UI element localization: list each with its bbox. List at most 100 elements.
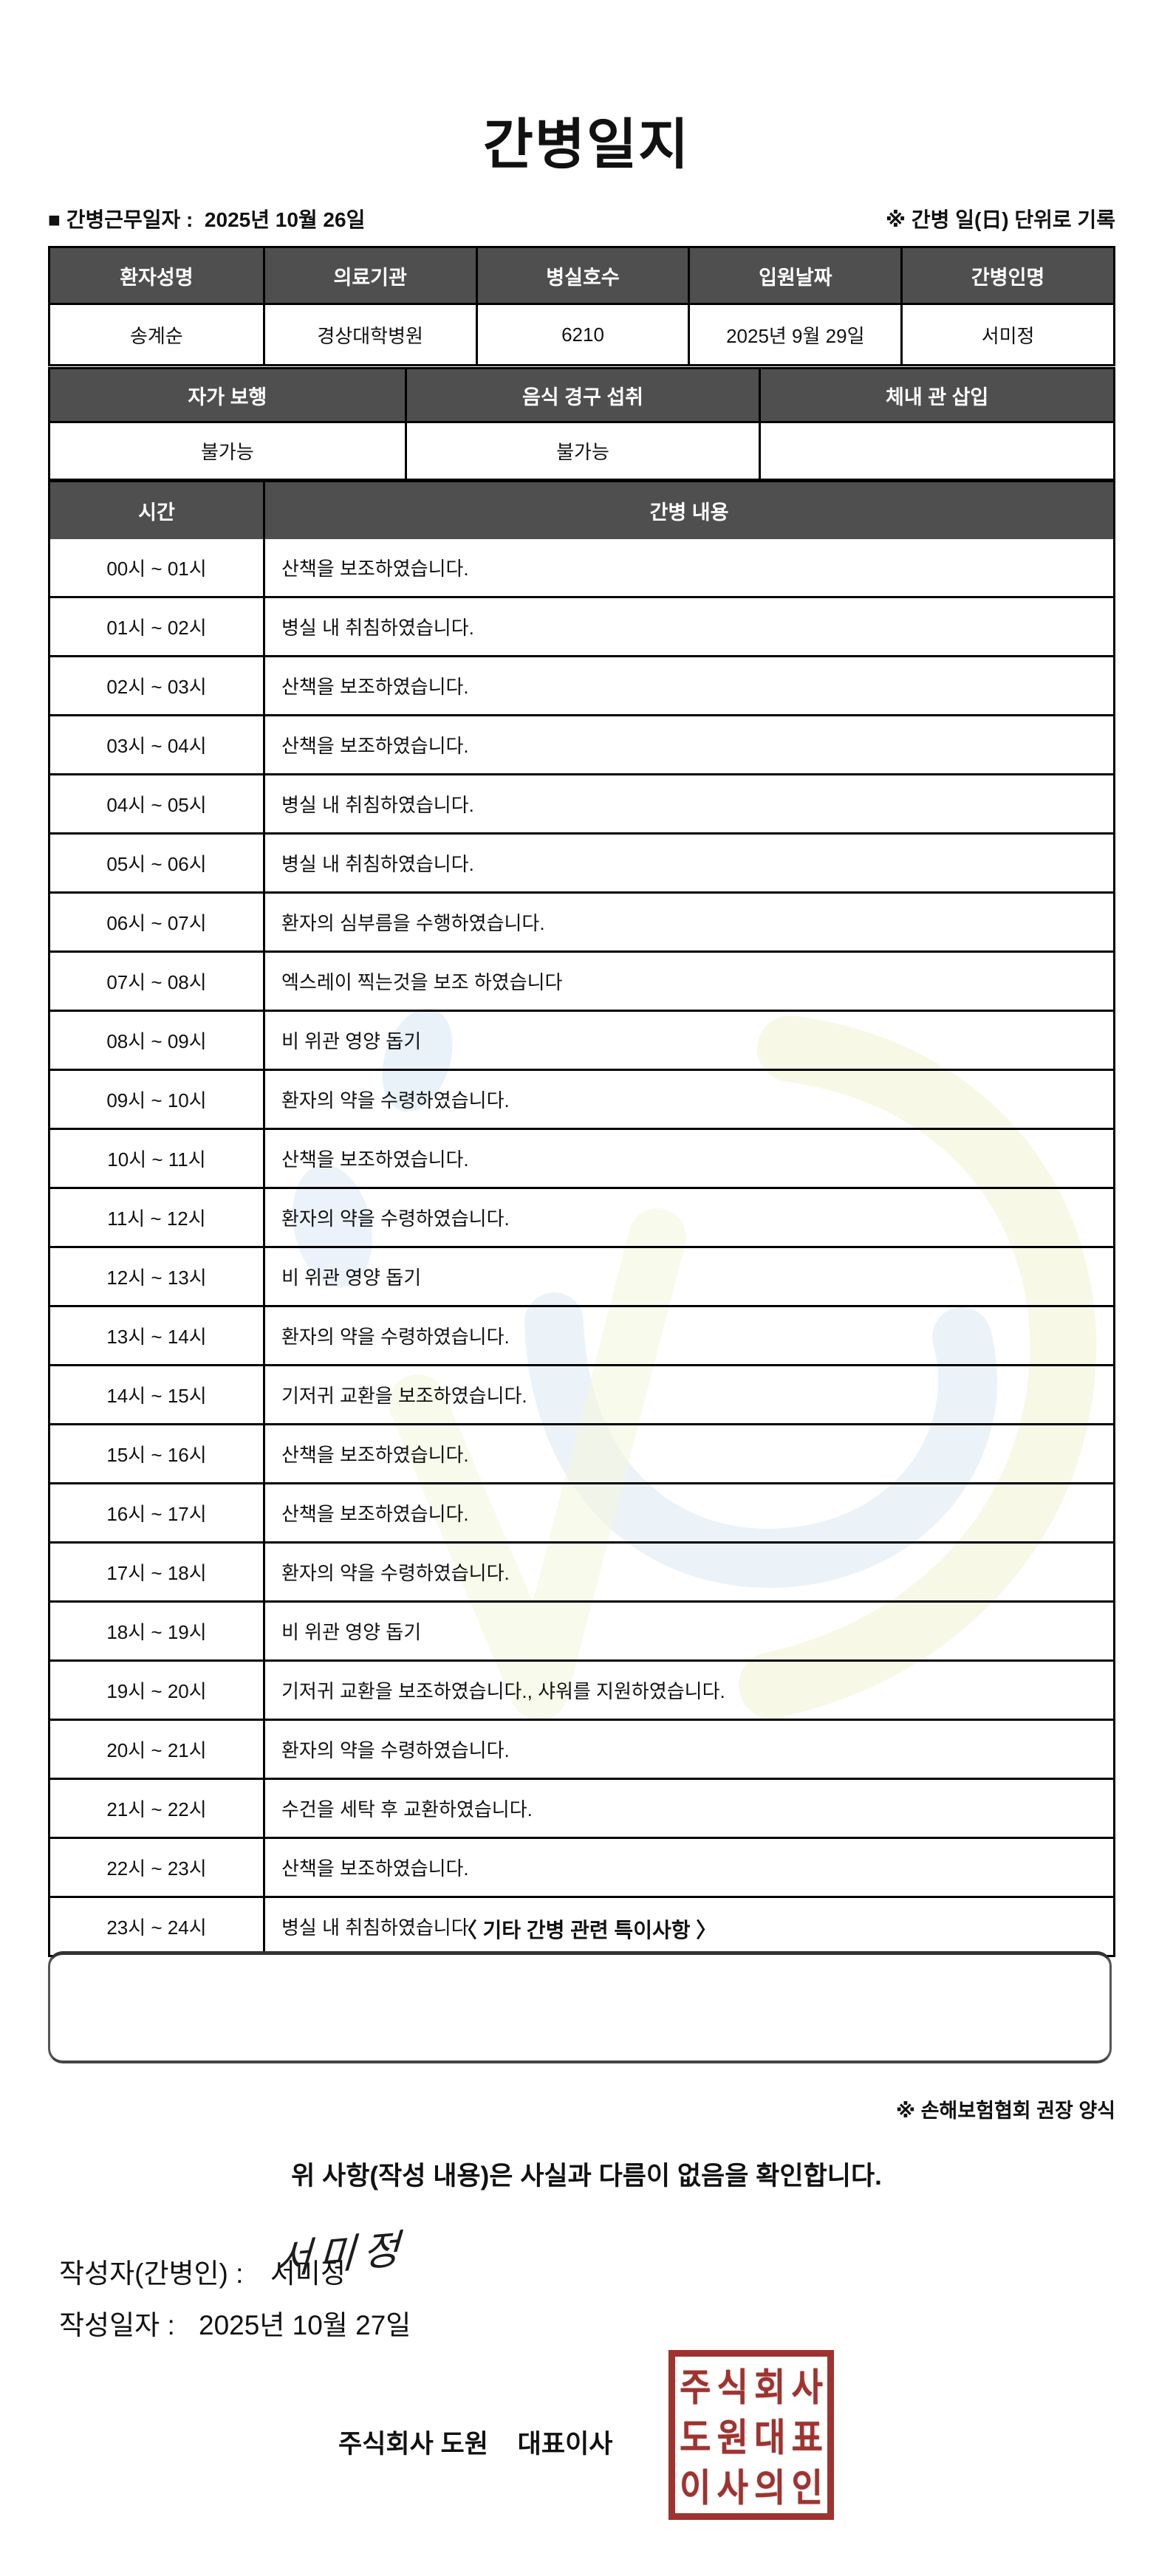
- care-log-row: 10시 ~ 11시 산책을 보조하였습니다.: [50, 1128, 1113, 1187]
- condition-header-cell: 음식 경구 섭취: [404, 369, 759, 421]
- care-log-row: 17시 ~ 18시 환자의 약을 수령하였습니다.: [50, 1541, 1113, 1600]
- writer-label: 작성자(간병인) :: [59, 2258, 244, 2289]
- care-log-row: 23시 ~ 24시 병실 내 취침하였습니다.: [50, 1896, 1113, 1955]
- care-row-content: 비 위관 영양 돕기: [263, 1248, 1113, 1305]
- care-work-date-label: ■ 간병근무일자 :: [48, 208, 194, 231]
- stamp-character: 회: [754, 2366, 786, 2409]
- care-row-content: 환자의 약을 수령하였습니다.: [263, 1071, 1113, 1128]
- written-date-line: 작성일자 : 2025년 10월 27일: [59, 2303, 411, 2343]
- care-row-content: 산책을 보조하였습니다.: [263, 716, 1113, 773]
- care-row-time: 21시 ~ 22시: [106, 1798, 207, 1820]
- care-row-content: 병실 내 취침하였습니다.: [263, 775, 1113, 832]
- care-log-row: 21시 ~ 22시 수건을 세탁 후 교환하였습니다.: [50, 1778, 1113, 1837]
- care-row-time: 13시 ~ 14시: [106, 1326, 207, 1348]
- care-log-row: 14시 ~ 15시 기저귀 교환을 보조하였습니다.: [50, 1364, 1113, 1423]
- care-log-row: 00시 ~ 01시 산책을 보조하였습니다.: [50, 539, 1113, 596]
- care-log-row: 16시 ~ 17시 산책을 보조하였습니다.: [50, 1482, 1113, 1541]
- form-note: ※ 손해보험협회 권장 양식: [895, 2100, 1115, 2122]
- care-row-content: 병실 내 취침하였습니다.: [263, 598, 1113, 655]
- care-row-time: 07시 ~ 08시: [106, 971, 207, 993]
- care-work-date-value: 2025년 10월 26일: [204, 208, 366, 231]
- care-row-content: 산책을 보조하였습니다.: [263, 1130, 1113, 1187]
- care-row-content: 엑스레이 찍는것을 보조 하였습니다: [263, 953, 1113, 1010]
- care-log-row: 03시 ~ 04시 산책을 보조하였습니다.: [50, 714, 1113, 773]
- care-row-time: 10시 ~ 11시: [107, 1148, 206, 1171]
- care-row-content: 산책을 보조하였습니다.: [263, 1484, 1113, 1541]
- care-row-content: 환자의 약을 수령하였습니다.: [263, 1189, 1113, 1246]
- care-row-time: 04시 ~ 05시: [106, 794, 207, 816]
- stamp-character: 대: [754, 2416, 786, 2459]
- care-row-time: 14시 ~ 15시: [106, 1385, 207, 1407]
- care-log-row: 01시 ~ 02시 병실 내 취침하였습니다.: [50, 596, 1113, 655]
- time-column-header: 시간: [50, 482, 263, 539]
- patient-value-cell: 경상대학병원: [262, 305, 476, 364]
- condition-value-cell: [759, 423, 1113, 479]
- care-row-time: 01시 ~ 02시: [106, 617, 207, 639]
- care-row-content: 비 위관 영양 돕기: [263, 1012, 1113, 1069]
- header-info-line: ■ 간병근무일자 : 2025년 10월 26일 ※ 간병 일(日) 단위로 기…: [48, 204, 1115, 233]
- care-work-date: ■ 간병근무일자 : 2025년 10월 26일: [48, 204, 365, 233]
- company-name: 주식회사 도원: [338, 2430, 488, 2459]
- unit-note: ※ 간병 일(日) 단위로 기록: [885, 208, 1115, 231]
- condition-header-row: 자가 보행 음식 경구 섭취 체내 관 삽입: [50, 369, 1113, 421]
- care-row-time: 16시 ~ 17시: [106, 1503, 207, 1525]
- stamp-character: 이: [680, 2466, 711, 2510]
- patient-header-cell: 간병인명: [900, 248, 1113, 303]
- care-log-row: 22시 ~ 23시 산책을 보조하였습니다.: [50, 1837, 1113, 1896]
- care-log-row: 19시 ~ 20시 기저귀 교환을 보조하였습니다., 샤워를 지원하였습니다.: [50, 1659, 1113, 1719]
- care-log-row: 18시 ~ 19시 비 위관 영양 돕기: [50, 1600, 1113, 1659]
- patient-value-cell: 2025년 9월 29일: [688, 305, 900, 364]
- care-log-row: 13시 ~ 14시 환자의 약을 수령하였습니다.: [50, 1305, 1113, 1364]
- condition-table: 자가 보행 음식 경구 섭취 체내 관 삽입 불가능 불가능: [48, 367, 1115, 481]
- stamp-character: 주: [680, 2366, 711, 2409]
- care-row-content: 기저귀 교환을 보조하였습니다., 샤워를 지원하였습니다.: [263, 1662, 1113, 1719]
- care-row-time: 22시 ~ 23시: [106, 1857, 207, 1880]
- care-row-time: 20시 ~ 21시: [106, 1739, 207, 1761]
- stamp-character: 도: [680, 2416, 711, 2459]
- stamp-character: 식: [717, 2366, 748, 2409]
- care-row-time: 03시 ~ 04시: [106, 735, 207, 757]
- patient-value-cell: 송계순: [130, 324, 183, 347]
- care-row-time: 12시 ~ 13시: [106, 1267, 207, 1289]
- patient-value-cell: 6210: [475, 305, 688, 364]
- care-row-time: 11시 ~ 12시: [107, 1208, 206, 1230]
- care-log-row: 09시 ~ 10시 환자의 약을 수령하였습니다.: [50, 1069, 1113, 1128]
- care-row-time: 06시 ~ 07시: [106, 912, 207, 934]
- patient-header-cell: 의료기관: [262, 248, 476, 303]
- care-row-time: 15시 ~ 16시: [106, 1444, 207, 1466]
- care-row-time: 09시 ~ 10시: [106, 1089, 207, 1111]
- content-column-header: 간병 내용: [263, 482, 1113, 539]
- stamp-character: 사: [717, 2466, 748, 2510]
- patient-info-table: 환자성명 의료기관 병실호수 입원날짜 간병인명 송계순 경상대학병원 6210 2025년 …: [48, 246, 1115, 366]
- writer-name: 서미정: [270, 2258, 346, 2289]
- patient-value-cell: 서미정: [900, 305, 1113, 364]
- stamp-character: 의: [754, 2466, 786, 2510]
- care-row-content: 산책을 보조하였습니다.: [263, 539, 1113, 596]
- care-log-row: 07시 ~ 08시 엑스레이 찍는것을 보조 하였습니다: [50, 950, 1113, 1010]
- care-row-time: 18시 ~ 19시: [106, 1621, 207, 1643]
- care-row-content: 수건을 세탁 후 교환하였습니다.: [263, 1780, 1113, 1837]
- condition-header-cell: 자가 보행: [50, 369, 405, 421]
- care-log-row: 02시 ~ 03시 산책을 보조하였습니다.: [50, 655, 1113, 714]
- care-log-row: 12시 ~ 13시 비 위관 영양 돕기: [50, 1246, 1113, 1305]
- handwritten-signature: 서미정: [273, 2224, 408, 2284]
- patient-header-cell: 병실호수: [475, 248, 688, 303]
- care-row-time: 17시 ~ 18시: [106, 1562, 207, 1584]
- stamp-character: 인: [791, 2466, 823, 2510]
- care-row-time: 08시 ~ 09시: [106, 1030, 207, 1052]
- company-role: 대표이사: [517, 2430, 613, 2459]
- written-date-label: 작성일자 :: [59, 2310, 175, 2340]
- care-row-content: 환자의 약을 수령하였습니다.: [263, 1307, 1113, 1364]
- care-row-time: 05시 ~ 06시: [106, 853, 207, 875]
- care-row-time: 19시 ~ 20시: [106, 1680, 207, 1702]
- care-log-row: 11시 ~ 12시 환자의 약을 수령하였습니다.: [50, 1187, 1113, 1246]
- writer-line: 작성자(간병인) : 서미정: [59, 2251, 346, 2291]
- stamp-character: 사: [791, 2366, 823, 2409]
- patient-header-cell: 입원날짜: [688, 248, 901, 303]
- care-log-row: 05시 ~ 06시 병실 내 취침하였습니다.: [50, 832, 1113, 891]
- company-line: 주식회사 도원 대표이사: [338, 2423, 612, 2461]
- notes-box: [48, 1951, 1112, 2063]
- care-log-row: 04시 ~ 05시 병실 내 취침하였습니다.: [50, 773, 1113, 832]
